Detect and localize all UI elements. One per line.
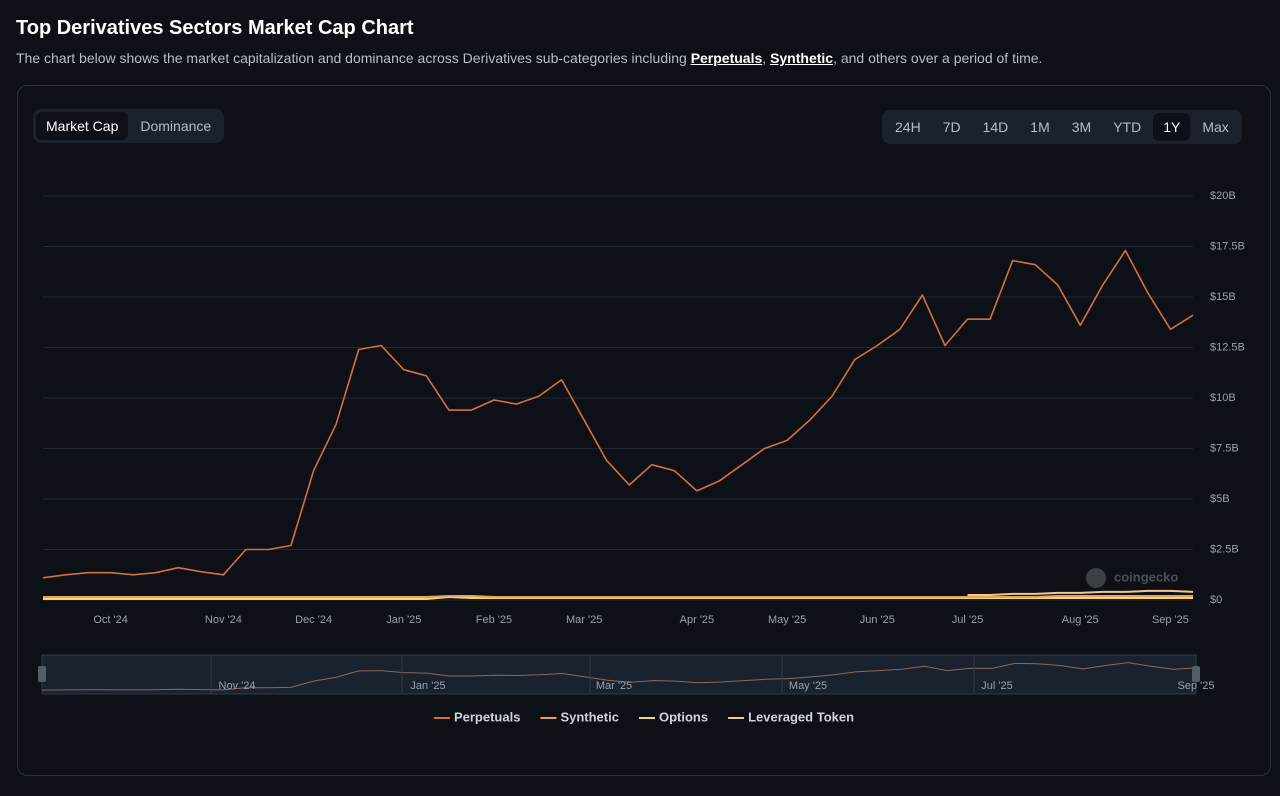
subtitle-text: The chart below shows the market capital… [16, 50, 691, 66]
y-tick-label: $2.5B [1210, 543, 1239, 555]
button[interactable]: Max [1202, 119, 1229, 135]
series-line [43, 595, 1193, 598]
navigator-label: May '25 [789, 680, 827, 692]
navigator-handle [38, 666, 46, 682]
y-tick-label: $15B [1210, 291, 1236, 303]
y-tick-label: $5B [1210, 493, 1230, 505]
navigator-label: Sep '25 [1178, 680, 1215, 692]
x-tick-label: Jun '25 [860, 614, 895, 626]
navigator-line [41, 662, 1197, 691]
x-tick-label: Jul '25 [952, 614, 983, 626]
x-tick-label: Aug '25 [1062, 614, 1099, 626]
button[interactable]: YTD [1113, 119, 1142, 135]
button[interactable]: 7D [942, 119, 961, 135]
navigator-handle [1192, 666, 1200, 682]
link[interactable]: Synthetic [770, 50, 834, 66]
tab-group: Market Cap Dominance [33, 109, 225, 143]
navigator-label: Mar '25 [596, 680, 632, 692]
navigator-label: Jan '25 [410, 680, 445, 692]
subtitle: The chart below shows the market capital… [16, 50, 1042, 66]
watermark: coingecko [1114, 569, 1178, 584]
button[interactable]: Market Cap [36, 112, 129, 140]
legend-label: Synthetic [560, 709, 619, 724]
link[interactable]: Perpetuals [690, 50, 763, 66]
legend-label: Leveraged Token [748, 709, 854, 724]
y-tick-label: $0 [1210, 594, 1222, 606]
button[interactable]: 1M [1030, 119, 1050, 135]
y-tick-label: $10B [1210, 392, 1236, 404]
legend-label: Perpetuals [454, 709, 520, 724]
x-tick-label: Apr '25 [680, 614, 715, 626]
button[interactable]: 3M [1071, 119, 1092, 135]
series-line [967, 589, 1194, 596]
x-tick-label: Jan '25 [386, 614, 421, 626]
y-tick-label: $20B [1210, 190, 1236, 202]
x-tick-label: Sep '25 [1152, 614, 1189, 626]
range-group: 24H 7D 14D 1M 3M YTD 1Y Max [882, 110, 1242, 144]
series-line [42, 249, 1194, 579]
button[interactable]: Dominance [140, 118, 212, 134]
x-tick-label: Feb '25 [476, 614, 512, 626]
legend-label: Options [659, 709, 708, 724]
x-tick-label: Mar '25 [566, 614, 602, 626]
button[interactable]: 1Y [1153, 113, 1191, 141]
navigator-label: Nov '24 [219, 680, 256, 692]
subtitle-text: , [762, 50, 771, 66]
x-tick-label: May '25 [768, 614, 806, 626]
chart-panel [17, 85, 1271, 776]
y-tick-label: $17.5B [1210, 240, 1245, 252]
subtitle-text: , and others over a period of time. [833, 50, 1043, 66]
button[interactable]: 24H [895, 119, 921, 135]
button[interactable]: 14D [982, 119, 1009, 135]
x-tick-label: Dec '24 [295, 614, 332, 626]
x-tick-label: Oct '24 [93, 614, 128, 626]
legend: Perpetuals Synthetic Options Leveraged Toke… [433, 709, 854, 724]
x-tick-label: Nov '24 [205, 614, 242, 626]
navigator [41, 654, 1197, 695]
watermark-logo [1086, 568, 1106, 588]
y-tick-label: $12.5B [1210, 341, 1245, 353]
page-title: Top Derivatives Sectors Market Cap Chart [16, 17, 414, 39]
y-tick-label: $7.5B [1210, 442, 1239, 454]
navigator-label: Jul '25 [981, 680, 1012, 692]
